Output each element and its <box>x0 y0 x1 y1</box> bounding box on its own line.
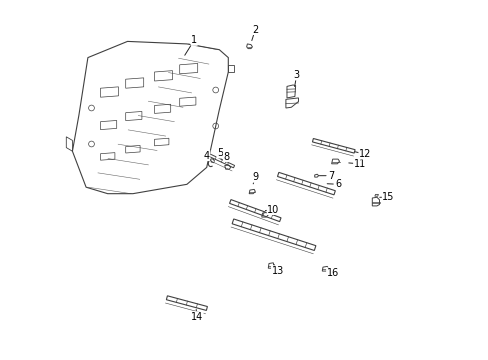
Text: 10: 10 <box>266 204 279 215</box>
Text: 5: 5 <box>217 148 223 158</box>
Text: 1: 1 <box>191 35 197 45</box>
Text: 2: 2 <box>252 24 258 35</box>
Text: 9: 9 <box>252 172 258 182</box>
Text: 16: 16 <box>326 268 338 278</box>
Text: 14: 14 <box>190 312 203 322</box>
Text: 8: 8 <box>223 152 229 162</box>
Text: 7: 7 <box>328 171 334 181</box>
Text: 3: 3 <box>293 70 299 80</box>
Text: 15: 15 <box>382 192 394 202</box>
Text: 11: 11 <box>353 159 365 169</box>
Text: 4: 4 <box>203 150 209 161</box>
Text: 13: 13 <box>271 266 283 276</box>
Text: 6: 6 <box>335 179 341 189</box>
Text: 12: 12 <box>358 149 370 159</box>
